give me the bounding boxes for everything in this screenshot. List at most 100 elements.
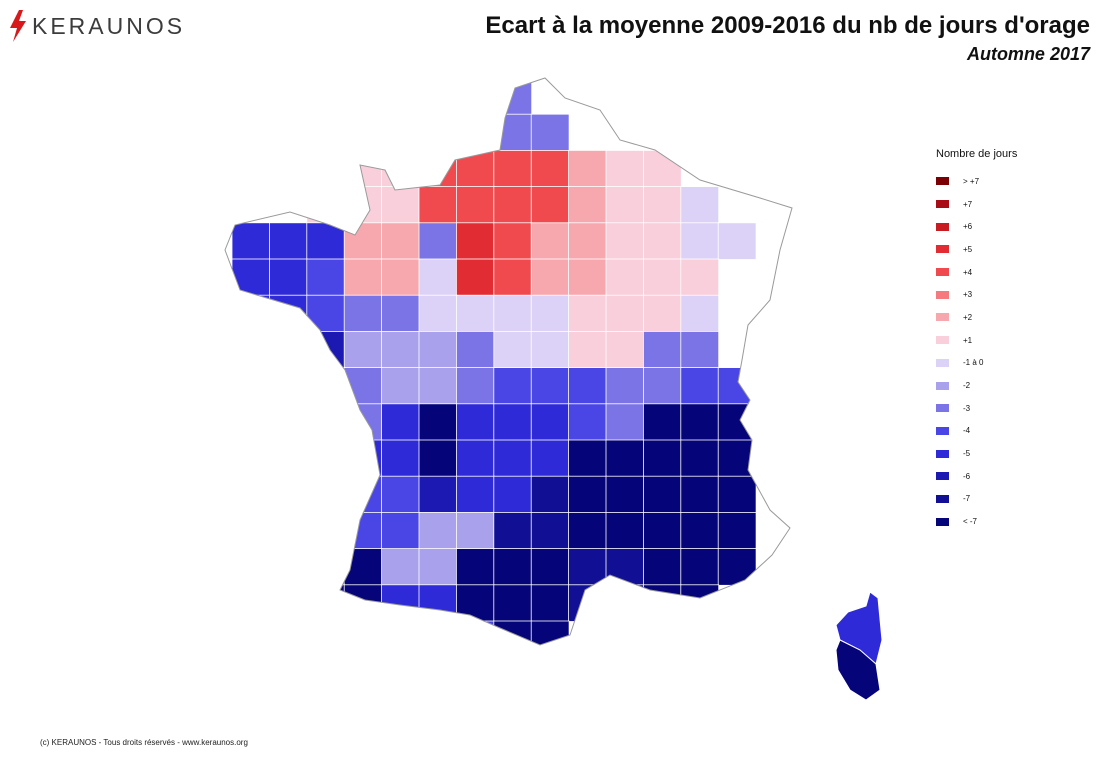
department-area xyxy=(680,439,720,478)
department-area xyxy=(381,149,420,188)
department-area xyxy=(493,403,533,441)
legend-item: > +7 xyxy=(936,170,1017,193)
department-area xyxy=(418,222,458,260)
department-area xyxy=(568,222,607,260)
legend-item: +7 xyxy=(936,193,1017,216)
legend-swatch xyxy=(936,268,949,277)
legend-label: +3 xyxy=(963,290,973,300)
department-area xyxy=(306,186,346,224)
legend-label: +6 xyxy=(963,222,973,232)
department-area xyxy=(530,620,570,645)
department-area xyxy=(605,403,645,441)
department-area xyxy=(680,186,720,224)
department-area xyxy=(530,584,570,622)
department-area xyxy=(493,512,533,550)
legend-item: +6 xyxy=(936,215,1017,238)
department-area xyxy=(418,584,458,622)
legend: Nombre de jours > +7 +7 +6 +5 +4 +3 +2 +1 -1 à 0… xyxy=(936,148,1017,533)
department-area xyxy=(381,258,420,297)
department-area xyxy=(530,186,570,224)
department-area xyxy=(493,149,533,188)
department-area xyxy=(343,512,383,550)
legend-item: -2 xyxy=(936,374,1017,397)
department-area xyxy=(381,367,420,405)
legend-label: -5 xyxy=(963,449,971,459)
department-area xyxy=(717,475,757,514)
legend-label: +7 xyxy=(963,199,973,209)
department-area xyxy=(680,548,720,586)
department-area xyxy=(306,258,346,297)
department-area xyxy=(343,439,383,478)
legend-swatch xyxy=(936,449,949,458)
department-area xyxy=(381,330,420,369)
department-area xyxy=(381,475,420,514)
department-area xyxy=(418,620,458,645)
department-area xyxy=(680,403,720,441)
department-area xyxy=(568,186,607,224)
department-area xyxy=(306,439,346,478)
department-area xyxy=(418,113,458,152)
keraunos-logo: KERAUNOS xyxy=(8,10,185,42)
department-area xyxy=(643,439,682,478)
department-area xyxy=(343,367,383,405)
department-area xyxy=(605,439,645,478)
department-area xyxy=(268,222,308,260)
department-area xyxy=(568,330,607,369)
legend-swatch xyxy=(936,494,949,503)
department-area xyxy=(343,584,383,622)
legend-title: Nombre de jours xyxy=(936,148,1018,160)
legend-items: > +7 +7 +6 +5 +4 +3 +2 +1 -1 à 0 -2 -3 -4 -5 -6 -7 < -7 xyxy=(936,170,1017,533)
department-area xyxy=(455,439,495,478)
legend-label: +2 xyxy=(963,312,973,322)
department-area xyxy=(568,294,607,333)
copyright-notice: (c) KERAUNOS - Tous droits réservés - ww… xyxy=(40,738,248,747)
legend-swatch xyxy=(936,313,949,322)
department-area xyxy=(455,186,495,224)
legend-item: +5 xyxy=(936,238,1017,261)
department-area xyxy=(680,294,720,333)
legend-label: +1 xyxy=(963,335,973,345)
department-area xyxy=(455,620,495,645)
department-area xyxy=(530,439,570,478)
department-area xyxy=(381,512,420,550)
department-area xyxy=(717,403,757,441)
department-area xyxy=(530,294,570,333)
department-area xyxy=(568,403,607,441)
map-title: Ecart à la moyenne 2009-2016 du nb de jo… xyxy=(485,12,1090,39)
department-area xyxy=(680,475,720,514)
department-area xyxy=(418,186,458,224)
department-area xyxy=(455,403,495,441)
department-area xyxy=(643,330,682,369)
department-area xyxy=(530,258,570,297)
department-area xyxy=(530,113,570,152)
department-area xyxy=(717,548,757,586)
department-area xyxy=(493,475,533,514)
legend-item: -1 à 0 xyxy=(936,352,1017,375)
department-area xyxy=(493,439,533,478)
department-area xyxy=(306,294,346,333)
department-area xyxy=(306,584,346,622)
department-area xyxy=(605,367,645,405)
department-area xyxy=(530,367,570,405)
department-area xyxy=(717,512,757,550)
department-area xyxy=(231,222,271,260)
department-area xyxy=(231,258,271,297)
department-area xyxy=(568,367,607,405)
department-area xyxy=(605,475,645,514)
department-area xyxy=(268,330,308,369)
france-outline xyxy=(224,77,793,646)
department-area xyxy=(643,149,682,188)
department-area xyxy=(381,222,420,260)
department-area xyxy=(418,512,458,550)
department-area xyxy=(493,367,533,405)
department-area xyxy=(343,222,383,260)
legend-swatch xyxy=(936,336,949,345)
department-area xyxy=(568,512,607,550)
department-area xyxy=(680,258,720,297)
legend-label: +4 xyxy=(963,267,973,277)
department-area xyxy=(643,475,682,514)
department-area xyxy=(418,403,458,441)
department-area xyxy=(418,294,458,333)
department-area xyxy=(455,113,495,152)
legend-item: -6 xyxy=(936,465,1017,488)
